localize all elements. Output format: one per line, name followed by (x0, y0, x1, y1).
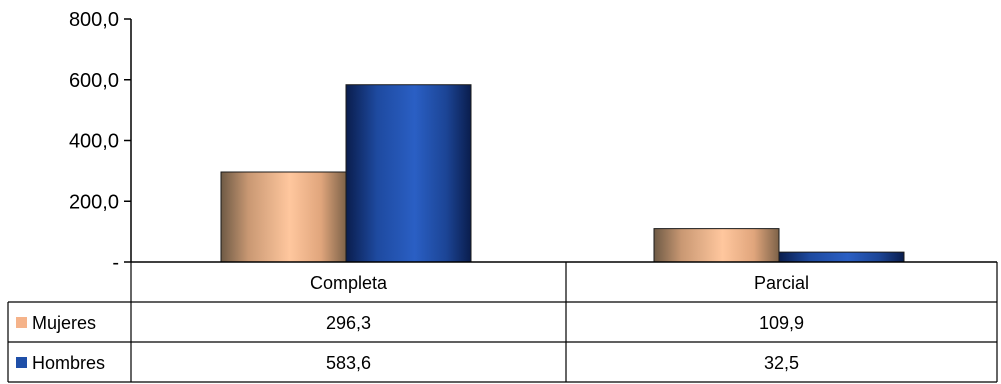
y-tick-label: - (112, 252, 119, 274)
x-category-label: Completa (310, 273, 388, 293)
data-value-label: 32,5 (764, 353, 799, 373)
legend-label: Mujeres (32, 313, 96, 333)
y-tick-label: 400,0 (69, 131, 119, 153)
data-value-label: 583,6 (326, 353, 371, 373)
bar-hombres-parcial (778, 251, 905, 263)
data-value-label: 296,3 (326, 313, 371, 333)
bar-mujeres-completa (220, 171, 347, 263)
data-table: Completa Parcial Mujeres 296,3 109,9 Hombres 5… (7, 261, 998, 383)
y-tick-label: 600,0 (69, 70, 119, 92)
legend-swatch-hombres (16, 357, 27, 368)
y-tick-label: 200,0 (69, 191, 119, 213)
bar-mujeres-parcial (653, 228, 780, 263)
x-category-label: Parcial (754, 273, 809, 293)
y-axis: - 200,0 400,0 600,0 800,0 (69, 9, 132, 274)
bar-hombres-completa (345, 84, 472, 263)
legend-label: Hombres (32, 353, 105, 373)
data-value-label: 109,9 (759, 313, 804, 333)
y-tick-label: 800,0 (69, 9, 119, 31)
legend-swatch-mujeres (16, 317, 27, 328)
bars (220, 84, 905, 263)
